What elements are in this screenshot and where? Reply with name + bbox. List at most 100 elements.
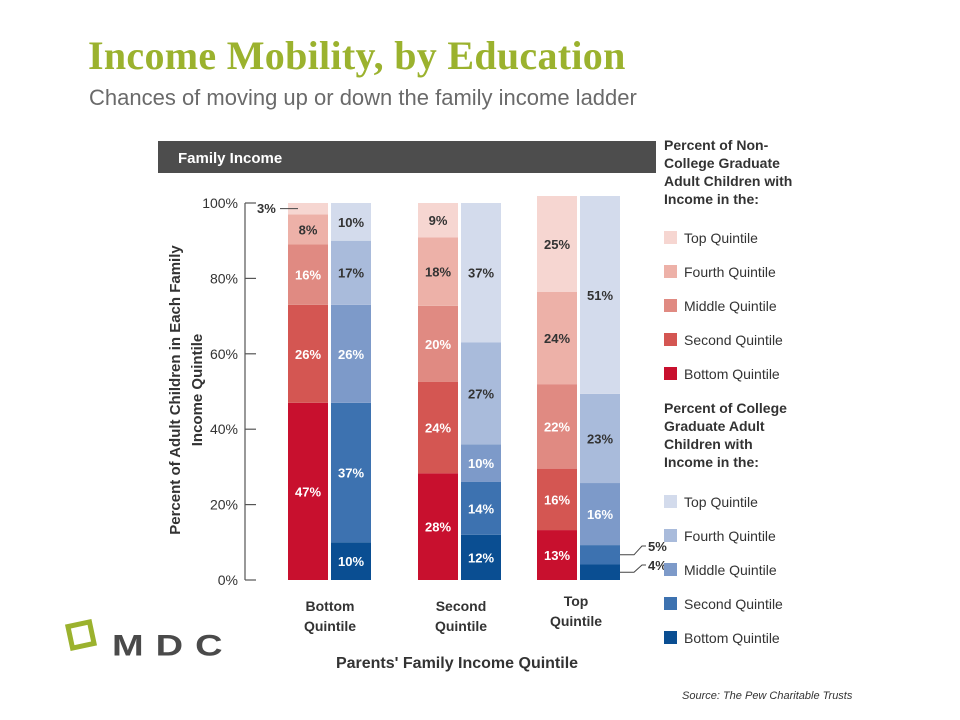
legend-item-label: Middle Quintile — [684, 298, 777, 314]
data-label: 37% — [338, 466, 364, 481]
legend-swatch — [664, 299, 677, 312]
x-axis-label: Parents' Family Income Quintile — [336, 655, 578, 672]
page-subtitle: Chances of moving up or down the family … — [89, 85, 637, 110]
legend-item-label: Second Quintile — [684, 332, 783, 348]
y-tick-label: 0% — [218, 572, 238, 588]
data-label: 3% — [257, 201, 276, 216]
bar-segment — [288, 304, 328, 403]
data-label: 51% — [587, 288, 613, 303]
data-label: 8% — [299, 222, 318, 237]
legend-swatch — [664, 631, 677, 644]
bar-segment — [580, 393, 620, 484]
y-tick-label: 80% — [210, 270, 238, 286]
bar-segment — [331, 240, 371, 305]
source-note: Source: The Pew Charitable Trusts — [682, 690, 853, 702]
callout-line — [620, 545, 646, 556]
y-tick-label: 20% — [210, 497, 238, 513]
data-label: 24% — [544, 331, 570, 346]
y-axis-label: Percent of Adult Children in Each Family… — [167, 245, 206, 535]
legend-item-label: Top Quintile — [684, 494, 758, 510]
legend-swatch — [664, 597, 677, 610]
bar-segment — [461, 444, 501, 482]
data-label: 47% — [295, 484, 321, 499]
bar-segment — [288, 244, 328, 305]
bar-segment — [418, 381, 458, 474]
legend-item-label: Second Quintile — [684, 596, 783, 612]
data-label: 13% — [544, 548, 570, 563]
data-label: 26% — [295, 347, 321, 362]
legend-title: Percent of Non-College Graduate Adult Chi… — [664, 137, 792, 207]
data-label: 20% — [425, 337, 451, 352]
bar-segment — [331, 203, 371, 241]
legend-swatch — [664, 529, 677, 542]
bar-segment — [331, 402, 371, 543]
x-category-label: Second Quintile — [435, 598, 487, 634]
data-label: 17% — [338, 266, 364, 281]
legend-swatch — [664, 333, 677, 346]
bar-segment — [288, 203, 328, 215]
bar-segment — [461, 534, 501, 580]
legend-swatch — [664, 495, 677, 508]
bar-segment — [580, 545, 620, 565]
bar-segment — [288, 402, 328, 580]
y-tick-label: 60% — [210, 346, 238, 362]
bar-segment — [418, 203, 458, 238]
bar-segment — [461, 342, 501, 445]
bar-segment — [537, 468, 577, 531]
data-label: 23% — [587, 431, 613, 446]
legend-item-label: Top Quintile — [684, 230, 758, 246]
data-label: 24% — [425, 421, 451, 436]
data-label: 16% — [544, 492, 570, 507]
legend-item-label: Fourth Quintile — [684, 264, 776, 280]
page-title: Income Mobility, by Education — [88, 33, 626, 78]
bar-segment — [331, 304, 371, 403]
bar-segment — [537, 384, 577, 469]
bar-segment — [331, 542, 371, 580]
data-label: 37% — [468, 266, 494, 281]
data-label: 27% — [468, 386, 494, 401]
legend-item-label: Fourth Quintile — [684, 528, 776, 544]
bar-segment — [580, 564, 620, 580]
data-label: 5% — [648, 539, 667, 554]
bar-segment — [288, 214, 328, 245]
data-label: 14% — [468, 501, 494, 516]
data-label: 28% — [425, 520, 451, 535]
bar-segment — [580, 483, 620, 546]
data-label: 22% — [544, 419, 570, 434]
y-tick-label: 40% — [210, 421, 238, 437]
legend-swatch — [664, 265, 677, 278]
data-label: 10% — [468, 456, 494, 471]
bar-segment — [537, 292, 577, 385]
data-label: 10% — [338, 215, 364, 230]
bar-segment — [418, 237, 458, 306]
legend-item-label: Bottom Quintile — [684, 630, 780, 646]
mdc-logo-icon — [64, 618, 98, 652]
legend-swatch — [664, 231, 677, 244]
y-tick-label: 100% — [202, 195, 238, 211]
data-label: 18% — [425, 265, 451, 280]
data-label: 10% — [338, 554, 364, 569]
bar-segment — [418, 305, 458, 382]
bar-segment — [537, 530, 577, 580]
data-label: 25% — [544, 237, 570, 252]
bar-segment — [580, 196, 620, 394]
x-category-label: Bottom Quintile — [304, 598, 356, 634]
bar-segment — [461, 203, 501, 343]
bar-segment — [461, 481, 501, 535]
logo-text: MDC — [112, 630, 235, 663]
legend-swatch — [664, 563, 677, 576]
legend-swatch — [664, 367, 677, 380]
data-label: 4% — [648, 558, 667, 573]
legend-title: Percent of College Graduate Adult Children… — [664, 400, 787, 470]
bar-segment — [418, 473, 458, 580]
bar-segment — [537, 196, 577, 292]
data-label: 9% — [429, 213, 448, 228]
data-label: 16% — [295, 268, 321, 283]
x-category-label: Top Quintile — [550, 593, 602, 629]
legend-item-label: Bottom Quintile — [684, 366, 780, 382]
data-label: 12% — [468, 550, 494, 565]
header-label: Family Income — [178, 150, 282, 167]
legend-item-label: Middle Quintile — [684, 562, 777, 578]
data-label: 16% — [587, 507, 613, 522]
